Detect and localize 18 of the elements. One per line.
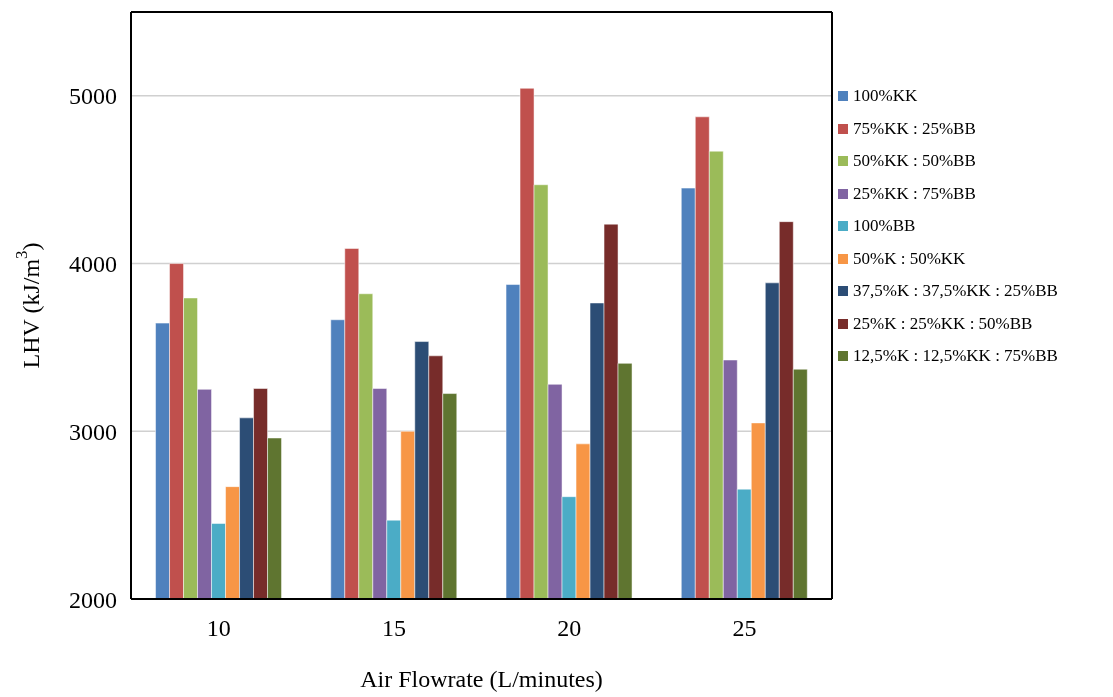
- legend-label: 37,5%K : 37,5%KK : 25%BB: [853, 281, 1058, 302]
- y-tick-label: 5000: [69, 83, 117, 110]
- legend-label: 25%K : 25%KK : 50%BB: [853, 313, 1033, 334]
- y-tick-label: 4000: [69, 251, 117, 278]
- legend-label: 50%KK : 50%BB: [853, 151, 976, 172]
- x-tick-label: 25: [732, 615, 757, 642]
- legend-label: 50%K : 50%KK: [853, 248, 966, 269]
- legend-label: 100%BB: [853, 216, 916, 237]
- x-tick-label: 20: [557, 615, 582, 642]
- x-axis-title: Air Flowrate (L/minutes): [360, 666, 603, 692]
- x-tick-label: 15: [381, 615, 406, 642]
- y-tick-label: 3000: [69, 418, 117, 445]
- x-tick-label: 10: [206, 615, 231, 642]
- legend-label: 25%KK : 75%BB: [853, 183, 976, 204]
- legend-label: 12,5%K : 12,5%KK : 75%BB: [853, 346, 1058, 367]
- legend-label: 100%KK: [853, 86, 918, 107]
- legend-label: 75%KK : 25%BB: [853, 118, 976, 139]
- y-tick-label: 2000: [69, 586, 117, 613]
